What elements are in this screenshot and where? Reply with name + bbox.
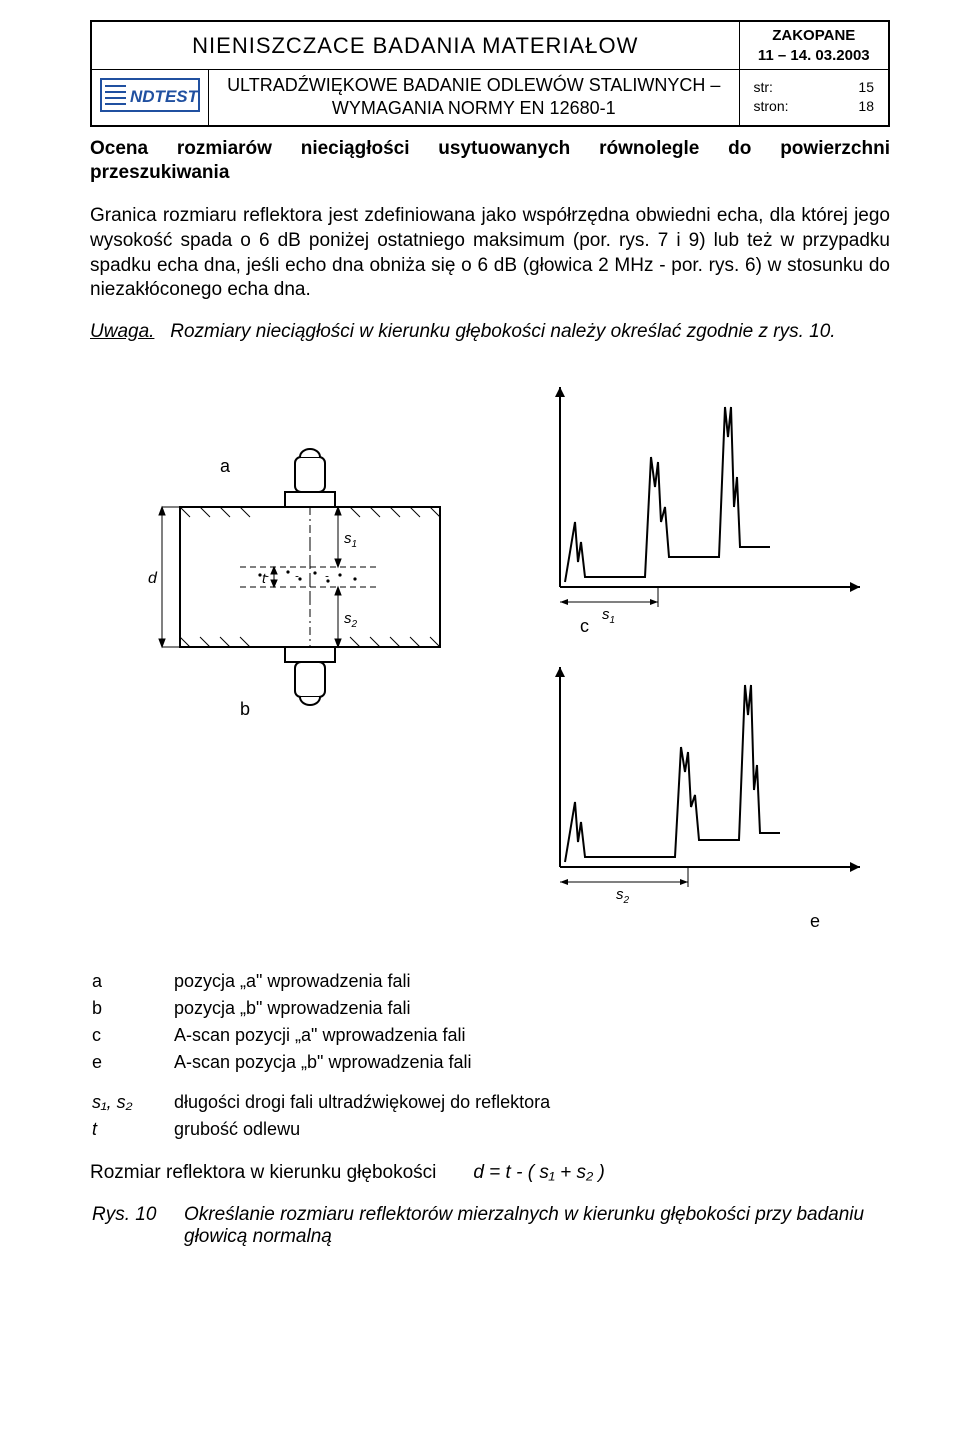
location-dates: ZAKOPANE 11 – 14. 03.2003	[739, 21, 889, 70]
ascan-e: s2	[555, 667, 860, 906]
subtitle-line1: ULTRADŹWIĘKOWE BADANIE ODLEWÓW STALIWNYC…	[217, 74, 731, 97]
label-b: b	[240, 699, 250, 719]
cross-section-diagram: a b s1 s2	[148, 449, 440, 719]
location-text: ZAKOPANE	[748, 26, 881, 46]
legend-text-e: A-scan pozycja „b" wprowadzenia fali	[174, 1050, 550, 1075]
diagram-area: a b s1 s2	[90, 367, 890, 947]
svg-text:s1: s1	[602, 606, 615, 626]
note: Uwaga. Rozmiary nieciągłości w kierunku …	[90, 321, 890, 343]
formula-prefix: Rozmiar reflektora w kierunku głębokości	[90, 1162, 436, 1183]
legend-row-e: e A-scan pozycja „b" wprowadzenia fali	[92, 1050, 550, 1075]
fig-label: Rys. 10	[92, 1204, 182, 1248]
legend-row-c: c A-scan pozycji „a" wprowadzenia fali	[92, 1023, 550, 1048]
ascan-c: s1	[555, 387, 860, 626]
legend-table: a pozycja „a" wprowadzenia fali b pozycj…	[90, 967, 552, 1144]
legend-key-c: c	[92, 1023, 172, 1048]
document-header: NIENISZCZACE BADANIA MATERIAŁOW ZAKOPANE…	[90, 20, 890, 127]
figure-caption: Rys. 10 Określanie rozmiaru reflektorów …	[90, 1202, 890, 1250]
legend-text-t: grubość odlewu	[174, 1117, 550, 1142]
legend-key-t: t	[92, 1117, 172, 1142]
note-label: Uwaga.	[90, 321, 154, 342]
label-e: e	[810, 911, 820, 931]
note-text: Rozmiary nieciągłości w kierunku głęboko…	[170, 321, 835, 342]
str-label: str:	[754, 78, 773, 98]
body-paragraph: Granica rozmiaru reflektora jest zdefini…	[90, 204, 890, 303]
label-s2: s2	[344, 610, 358, 630]
svg-text:NDTEST: NDTEST	[130, 87, 200, 106]
label-s1: s1	[344, 530, 357, 550]
legend-text-s: długości drogi fali ultradźwiękowej do r…	[174, 1078, 550, 1115]
fig-text: Określanie rozmiaru reflektorów mierzaln…	[184, 1204, 888, 1248]
legend-row-t: t grubość odlewu	[92, 1117, 550, 1142]
page-info: str: 15 stron: 18	[739, 70, 889, 126]
formula-line: Rozmiar reflektora w kierunku głębokości…	[90, 1162, 890, 1184]
svg-text:s2: s2	[616, 886, 630, 906]
legend-text-a: pozycja „a" wprowadzenia fali	[174, 969, 550, 994]
stron-value: 18	[858, 97, 874, 117]
ndtest-logo: NDTEST	[100, 78, 200, 112]
subtitle-line2: WYMAGANIA NORMY EN 12680-1	[217, 97, 731, 120]
logo-cell: NDTEST	[91, 70, 209, 126]
legend-text-c: A-scan pozycji „a" wprowadzenia fali	[174, 1023, 550, 1048]
label-t: t	[262, 570, 267, 586]
legend-text-b: pozycja „b" wprowadzenia fali	[174, 996, 550, 1021]
legend-key-a: a	[92, 969, 172, 994]
str-value: 15	[858, 78, 874, 98]
formula-expr: d = t - ( s₁ + s₂ )	[473, 1162, 605, 1183]
dates-text: 11 – 14. 03.2003	[748, 46, 881, 66]
legend-key-e: e	[92, 1050, 172, 1075]
legend-key-s: s₁, s₂	[92, 1078, 172, 1115]
label-c: c	[580, 616, 589, 636]
label-a: a	[220, 456, 231, 476]
subtitle: ULTRADŹWIĘKOWE BADANIE ODLEWÓW STALIWNYC…	[209, 70, 740, 126]
legend-key-b: b	[92, 996, 172, 1021]
stron-label: stron:	[754, 97, 789, 117]
legend-row-s: s₁, s₂ długości drogi fali ultradźwiękow…	[92, 1078, 550, 1115]
transducer-b	[285, 537, 335, 705]
label-d: d	[148, 570, 158, 587]
section-title: Ocena rozmiarów nieciągłości usytuowanyc…	[90, 137, 890, 186]
legend-row-b: b pozycja „b" wprowadzenia fali	[92, 996, 550, 1021]
main-title: NIENISZCZACE BADANIA MATERIAŁOW	[91, 21, 739, 70]
technical-diagram: a b s1 s2	[90, 367, 890, 947]
legend-row-a: a pozycja „a" wprowadzenia fali	[92, 969, 550, 994]
